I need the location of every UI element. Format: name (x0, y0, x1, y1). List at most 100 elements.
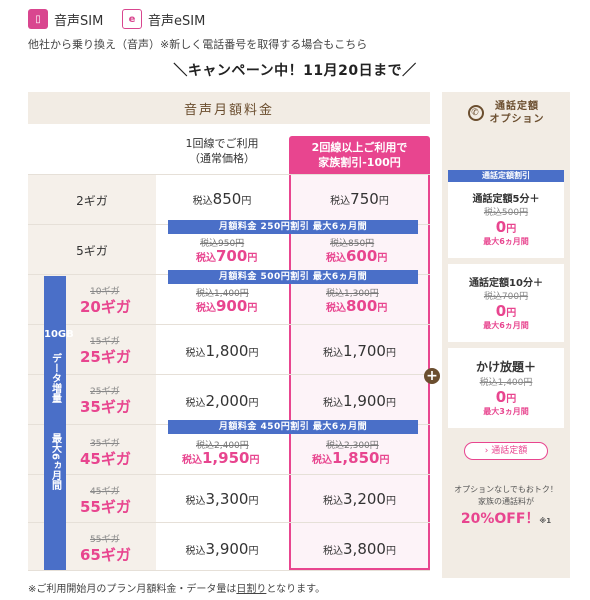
table-title: 音声月額料金 (28, 92, 430, 124)
price-value: 750 (350, 190, 379, 208)
tax-prefix: 税込 (323, 348, 344, 359)
price-sale-normal-20gb: 税込900円 (196, 297, 257, 315)
row-divider (28, 570, 430, 571)
price-value: 3,200 (343, 490, 386, 508)
band-line2: データ増量 (49, 353, 61, 403)
price-normal-55gb: 税込3,300円 (160, 490, 284, 508)
tax-prefix: 税込 (182, 455, 202, 466)
option-card-title: 通話定額5分＋ (472, 194, 540, 205)
tab-voice-esim[interactable]: e 音声eSIM (122, 8, 205, 30)
option-card-old-price: 税込500円 (483, 208, 529, 218)
tax-prefix: 税込 (323, 546, 344, 557)
promo-mark: ※1 (539, 517, 552, 525)
price-value: 3,800 (343, 540, 386, 558)
price-value: 1,950 (202, 449, 250, 467)
promo-line2: 家族の通話料が (478, 497, 534, 506)
price-family-2gb: 税込750円 (291, 190, 428, 208)
promo-discount: 20%OFF！※1 (442, 508, 570, 528)
price-family-65gb: 税込3,800円 (291, 540, 428, 558)
price-value: 1,700 (343, 342, 386, 360)
discount-bar-250: 月額料金 250円割引 最大6ヵ月間 (168, 220, 418, 234)
price-normal-25gb: 税込1,800円 (160, 342, 284, 360)
price-sale-family-5gb: 税込600円 (326, 247, 387, 265)
plan-65gb: 65ギガ (80, 546, 131, 564)
yen-suffix: 円 (385, 398, 396, 409)
option-card-zero: 0円 (448, 218, 564, 236)
row-divider (28, 174, 430, 175)
tax-prefix: 税込 (185, 348, 206, 359)
price-value: 2,000 (205, 392, 249, 410)
option-card-old-price: 税込1,400円 (479, 378, 533, 388)
yen-suffix: 円 (247, 303, 258, 314)
price-old-family-45gb: 税込2,300円 (326, 441, 379, 451)
footer-suffix: となります。 (266, 584, 326, 595)
col-family-line1: 2回線以上ご利用で (311, 141, 408, 154)
price-sale-family-45gb: 税込1,850円 (312, 449, 389, 467)
campaign-banner: ＼キャンペーン中！11月20日まで／ (173, 63, 417, 79)
price-value: 1,850 (332, 449, 380, 467)
tax-prefix: 税込 (196, 253, 216, 264)
yen-suffix: 円 (506, 308, 517, 319)
plan-old-55gb: 55ギガ (90, 535, 120, 545)
price-family-35gb: 税込1,900円 (291, 392, 428, 410)
phone-icon: ✆ (467, 105, 484, 121)
yen-suffix: 円 (247, 253, 258, 264)
option-card-5min: 通話定額5分＋ 税込500円 0円 最大6ヵ月間 (448, 170, 564, 258)
tax-prefix: 税込 (330, 196, 351, 207)
option-title-line2: オプション (489, 114, 545, 125)
price-normal-2gb: 税込850円 (160, 190, 284, 208)
plan-25gb: 25ギガ (80, 348, 131, 366)
footer-prefix: ※ご利用開始月のプラン月額料金・データ量は (28, 584, 237, 595)
band-line1: 10GB (44, 329, 74, 340)
col-normal-line2: （通常価格） (189, 152, 255, 165)
col-family-header: 2回線以上ご利用で 家族割引-100円 (289, 136, 430, 174)
tax-prefix: 税込 (185, 546, 206, 557)
option-card-10min: 通話定額10分＋ 税込700円 0円 最大6ヵ月間 (448, 264, 564, 342)
price-family-55gb: 税込3,200円 (291, 490, 428, 508)
price-value: 850 (212, 190, 242, 208)
option-card-zero: 0円 (448, 388, 564, 406)
tab-voice-sim[interactable]: ▯ 音声SIM (28, 8, 103, 30)
option-zero-value: 0 (495, 302, 507, 320)
plan-2gb: 2ギガ (76, 194, 108, 208)
price-value: 700 (216, 247, 248, 265)
col-normal-line1: 1回線でご利用 (185, 137, 259, 150)
promo-big: 20%OFF！ (460, 511, 540, 527)
footer-note: ※ご利用開始月のプラン月額料金・データ量は日割りとなります。 (28, 580, 325, 595)
option-card-title: かけ放題＋ (475, 360, 536, 374)
call-option-button[interactable]: › 通話定額 (464, 442, 548, 460)
option-title-line1: 通話定額 (495, 101, 539, 112)
yen-suffix: 円 (248, 348, 259, 359)
price-value: 1,900 (343, 392, 386, 410)
discount-bar-450: 月額料金 450円割引 最大6ヵ月間 (168, 420, 418, 434)
tax-prefix: 税込 (192, 196, 213, 207)
tax-prefix: 税込 (323, 398, 344, 409)
row-divider (28, 324, 430, 325)
call-discount-bar: 通話定額割引 (448, 170, 564, 182)
price-sale-normal-45gb: 税込1,950円 (182, 449, 259, 467)
tax-prefix: 税込 (185, 496, 206, 507)
esim-icon: e (122, 9, 142, 29)
plan-old-35gb: 35ギガ (90, 439, 120, 449)
price-old-normal-20gb: 税込1,400円 (196, 289, 249, 299)
sim-card-icon: ▯ (28, 9, 48, 29)
yen-suffix: 円 (248, 546, 259, 557)
price-normal-65gb: 税込3,900円 (160, 540, 284, 558)
price-value: 800 (346, 297, 378, 315)
tax-prefix: 税込 (196, 303, 216, 314)
row-divider (28, 522, 430, 523)
plan-55gb: 55ギガ (80, 498, 131, 516)
tax-prefix: 税込 (326, 303, 346, 314)
plan-old-25gb: 25ギガ (90, 387, 120, 397)
footer-link-prorated[interactable]: 日割り (236, 584, 267, 595)
yen-suffix: 円 (377, 303, 388, 314)
tax-prefix: 税込 (185, 398, 206, 409)
price-value: 1,800 (205, 342, 249, 360)
row-divider (28, 374, 430, 375)
tab-voice-esim-label: 音声eSIM (148, 13, 206, 29)
price-old-normal-45gb: 税込2,400円 (196, 441, 249, 451)
plan-5gb: 5ギガ (76, 244, 108, 258)
plan-20gb: 20ギガ (80, 298, 131, 316)
price-normal-35gb: 税込2,000円 (160, 392, 284, 410)
price-sale-family-20gb: 税込800円 (326, 297, 387, 315)
